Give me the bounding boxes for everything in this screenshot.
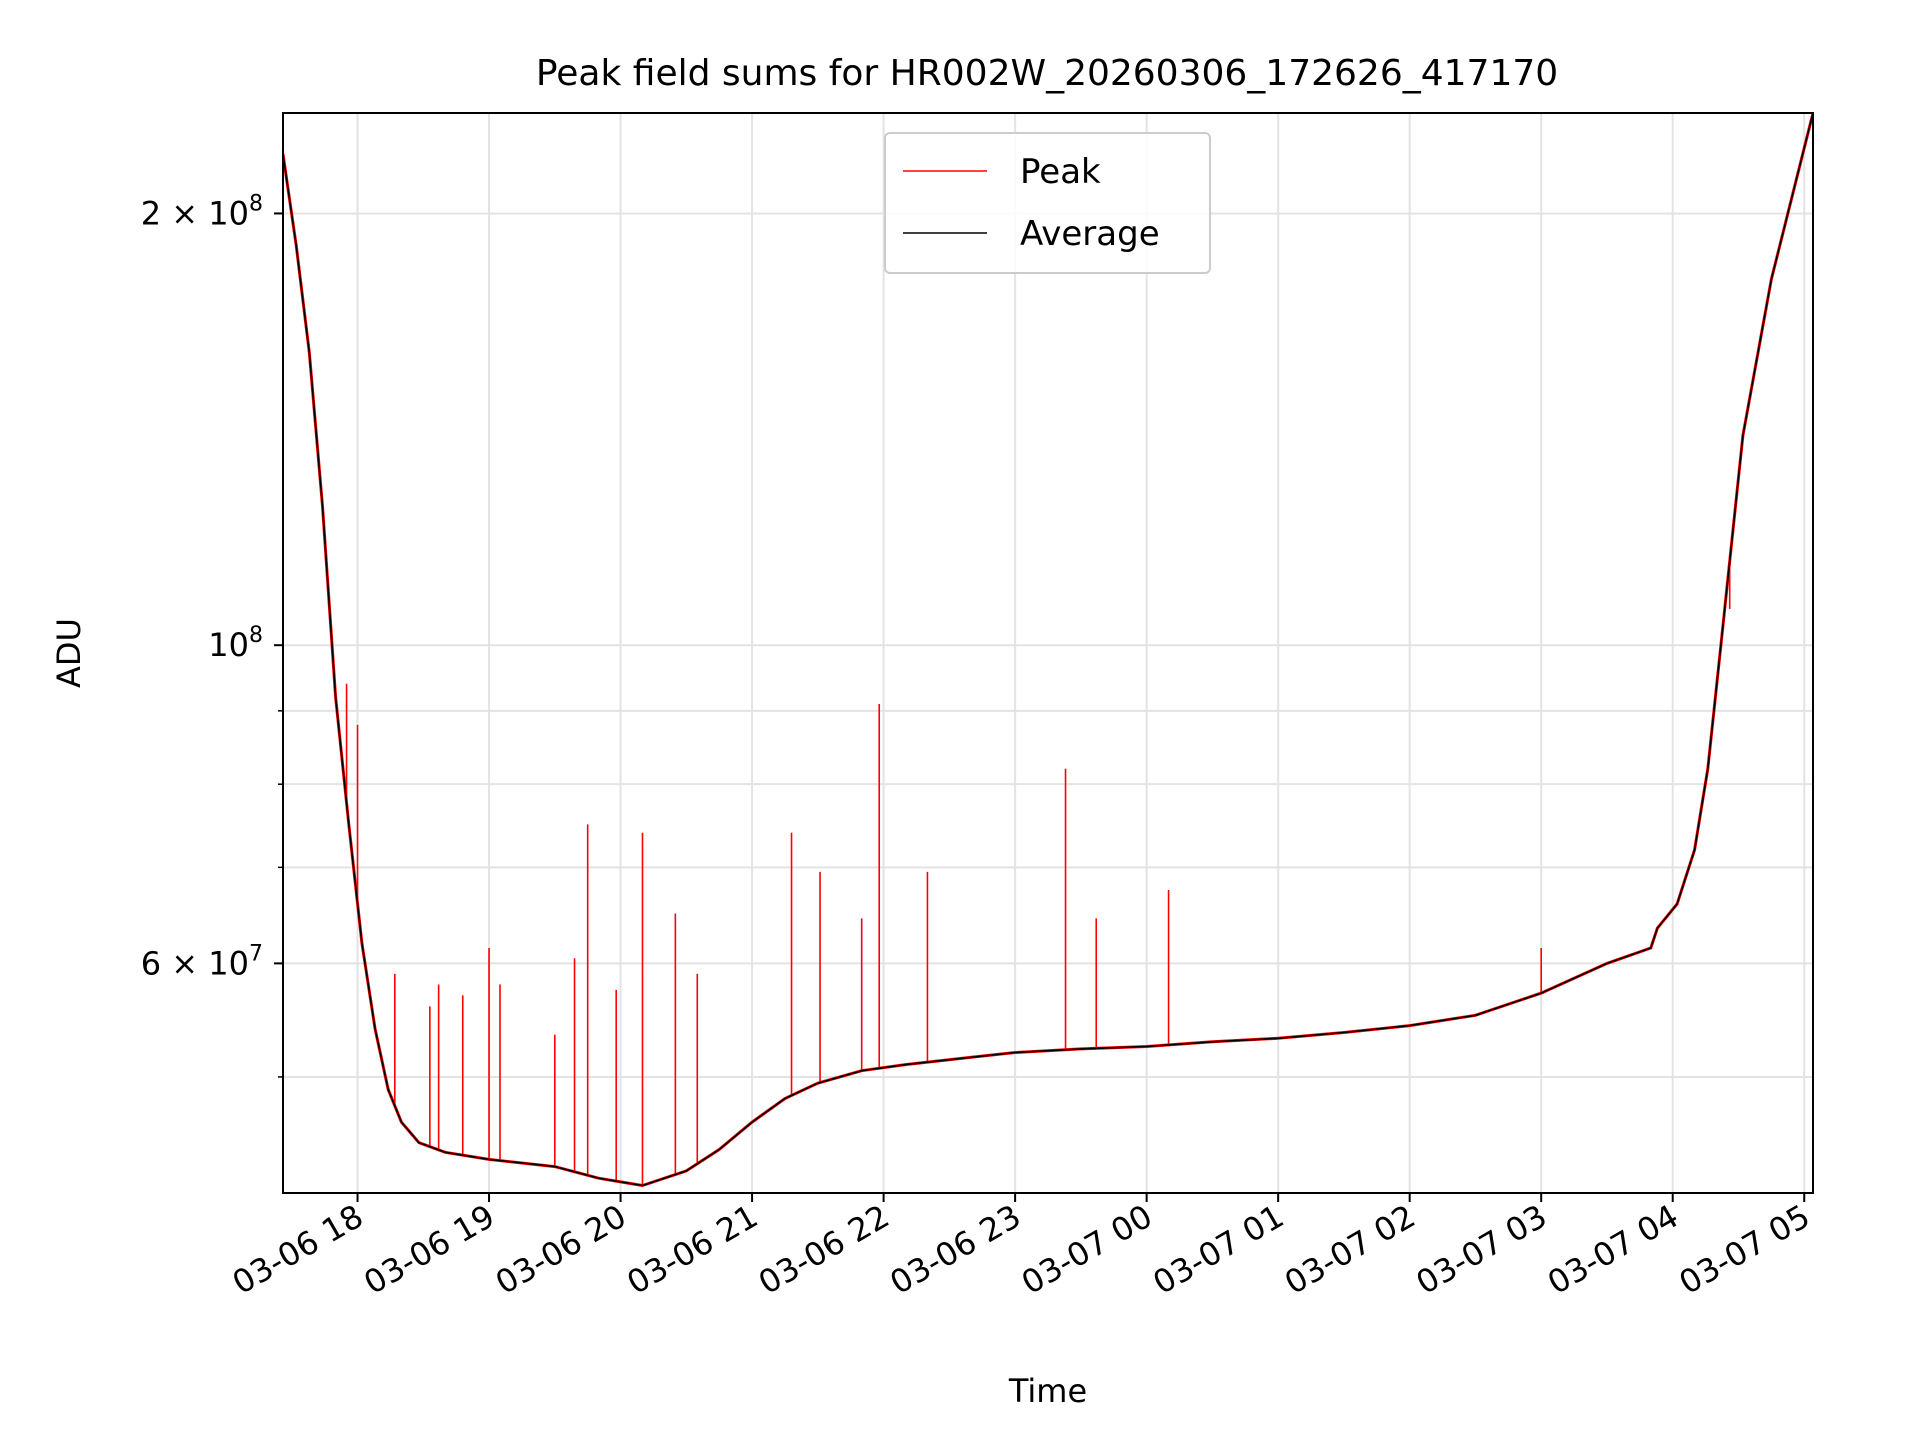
- y-axis-label: ADU: [50, 618, 88, 688]
- average-series-line: [283, 113, 1813, 1187]
- plot-frame: [282, 112, 1814, 1194]
- y-tick-label: 108: [208, 623, 263, 664]
- legend-box: [884, 132, 1211, 274]
- legend: Peak Average: [884, 132, 1211, 274]
- y-tick-label: 6 × 107: [141, 941, 263, 982]
- y-axis-ticks: 108 2 × 108 6 × 107: [141, 191, 283, 1078]
- chart-title: Peak field sums for HR002W_20260306_1726…: [536, 53, 1558, 94]
- x-axis-label: Time: [1008, 1372, 1087, 1410]
- legend-label-peak: Peak: [1020, 152, 1101, 192]
- legend-label-average: Average: [1020, 214, 1160, 254]
- y-tick-label: 2 × 108: [141, 191, 263, 232]
- series-layer: [283, 113, 1813, 1188]
